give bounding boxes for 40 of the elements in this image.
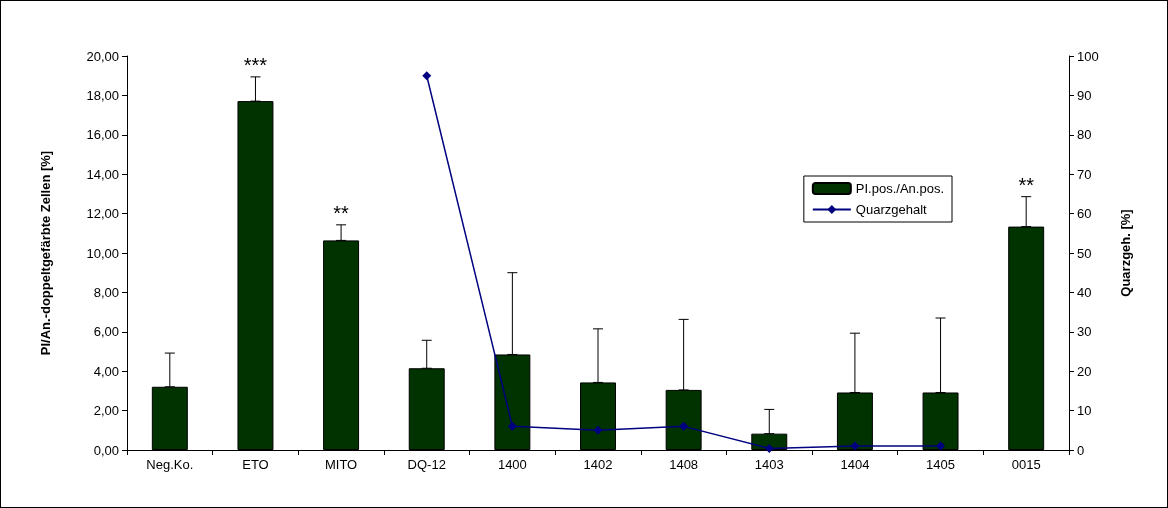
y2-tick-label: 90	[1077, 87, 1092, 103]
y2-axis-title: Quarzgeh. [%]	[1118, 209, 1133, 297]
y-tick-label: 20,00	[86, 48, 119, 64]
y2-tick-label: 20	[1077, 363, 1092, 379]
y-tick-label: 4,00	[93, 363, 119, 379]
y2-tick-label: 50	[1077, 245, 1092, 261]
y-tick-label: 10,00	[86, 245, 119, 261]
y-tick-label: 6,00	[93, 324, 119, 340]
y2-tick-label: 10	[1077, 403, 1092, 419]
x-tick-label: 1405	[926, 457, 956, 472]
y2-tick-label: 60	[1077, 206, 1092, 222]
annotation: ***	[243, 53, 268, 76]
y-tick-label: 8,00	[93, 284, 119, 300]
x-tick-label: DQ-12	[407, 457, 446, 472]
y2-tick-label: 30	[1077, 324, 1092, 340]
x-tick-label: MITO	[324, 457, 358, 472]
y-tick-label: 12,00	[86, 206, 119, 222]
x-tick-label: 1403	[754, 457, 784, 472]
y2-tick-label: 40	[1077, 284, 1092, 300]
y-tick-label: 14,00	[86, 166, 119, 182]
y-tick-label: 2,00	[93, 403, 119, 419]
y-tick-label: 0,00	[93, 442, 119, 458]
x-tick-label: Neg.Ko.	[146, 457, 194, 472]
annotation: **	[333, 201, 350, 224]
y-tick-label: 16,00	[86, 127, 119, 143]
y2-tick-label: 0	[1077, 442, 1085, 458]
x-tick-label: 1404	[840, 457, 870, 472]
x-tick-label: ETO	[242, 457, 269, 472]
legend-label: PI.pos./An.pos.	[855, 181, 945, 196]
x-tick-label: 1402	[583, 457, 613, 472]
x-tick-label: 0015	[1011, 457, 1041, 472]
y2-tick-label: 100	[1077, 48, 1099, 64]
y2-tick-label: 70	[1077, 166, 1092, 182]
x-tick-label: 1408	[669, 457, 699, 472]
legend-label: Quarzgehalt	[855, 202, 928, 217]
x-tick-label: 1400	[497, 457, 527, 472]
y-tick-label: 18,00	[86, 87, 119, 103]
y2-tick-label: 80	[1077, 127, 1092, 143]
y-axis-title: PI/An.-doppeltgefärbte Zellen [%]	[38, 150, 53, 356]
annotation: **	[1018, 173, 1035, 196]
